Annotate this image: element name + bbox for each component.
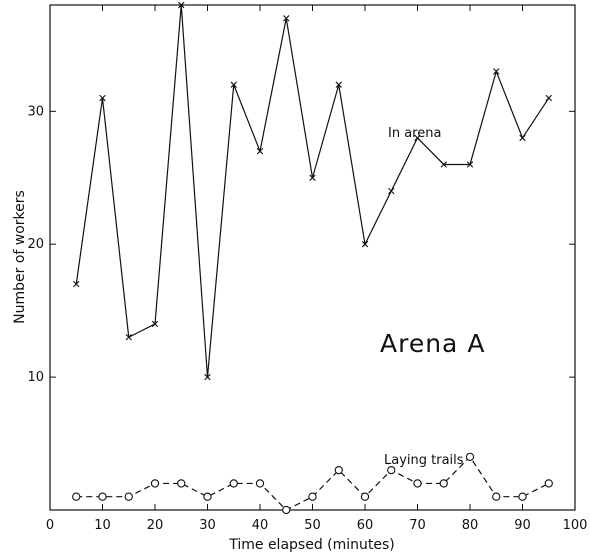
data-point-circle-marker [229, 479, 238, 488]
data-point-circle-marker [308, 492, 317, 501]
data-point-circle-marker [334, 465, 343, 475]
series-line-in-arena [75, 4, 550, 378]
data-point-x-marker [204, 373, 211, 381]
panel-label-annotation: Arena A [380, 329, 485, 358]
data-point-circle-marker [413, 479, 422, 488]
data-point-x-marker [361, 241, 369, 248]
data-point-circle-marker [72, 492, 81, 501]
data-point-x-marker [99, 94, 106, 102]
series-layer [72, 1, 553, 515]
data-point-circle-marker [98, 492, 107, 501]
y-tick-label: 30 [27, 104, 44, 119]
x-tick-label: 50 [304, 518, 321, 533]
data-point-x-marker [309, 174, 316, 181]
data-point-x-marker [414, 134, 421, 142]
data-point-x-marker [388, 187, 395, 195]
x-axis-ticks: 0 10 20 30 40 50 60 70 80 90 100 [46, 5, 588, 533]
data-point-x-marker [230, 81, 237, 88]
y-tick-label: 10 [27, 370, 44, 385]
data-point-x-marker [519, 134, 526, 142]
x-tick-label: 40 [252, 518, 269, 533]
x-tick-label: 100 [563, 518, 588, 533]
y-axis-ticks: 10 20 30 [27, 104, 575, 385]
data-point-x-marker [125, 334, 132, 341]
data-point-circle-marker [360, 492, 370, 501]
series-line-laying-trails [76, 455, 550, 511]
x-tick-label: 30 [199, 518, 216, 533]
data-point-x-marker [545, 94, 552, 102]
x-tick-label: 60 [357, 518, 374, 533]
data-point-circle-marker [177, 479, 186, 488]
data-point-circle-marker [124, 492, 133, 501]
x-tick-label: 0 [46, 518, 54, 533]
data-point-x-marker [256, 147, 264, 155]
data-point-circle-marker [492, 492, 501, 501]
x-tick-label: 70 [409, 518, 426, 533]
data-point-x-marker [151, 320, 159, 328]
in-arena-annotation: In arena [388, 126, 441, 141]
data-point-x-marker [440, 161, 447, 168]
data-point-circle-marker [255, 479, 265, 488]
data-point-x-marker [466, 161, 474, 168]
data-point-circle-marker [282, 505, 291, 515]
x-tick-label: 80 [462, 518, 479, 533]
x-tick-label: 10 [94, 518, 111, 533]
data-point-circle-marker [518, 492, 527, 501]
data-point-circle-marker [203, 492, 212, 501]
y-tick-label: 20 [27, 237, 44, 252]
data-point-x-marker [493, 68, 500, 75]
x-axis-title: Time elapsed (minutes) [228, 537, 395, 553]
plot-frame [49, 4, 576, 511]
data-point-circle-marker [544, 479, 553, 488]
data-point-x-marker [178, 1, 185, 9]
data-point-circle-marker [387, 465, 396, 475]
data-point-circle-marker [439, 479, 448, 488]
x-tick-label: 20 [147, 518, 164, 533]
data-point-circle-marker [465, 452, 475, 461]
x-tick-label: 90 [514, 518, 531, 533]
y-axis-title: Number of workers [12, 190, 28, 324]
data-point-circle-marker [150, 479, 160, 488]
data-point-x-marker [283, 15, 290, 22]
data-point-x-marker [335, 81, 342, 88]
data-point-x-marker [73, 280, 80, 288]
laying-trails-annotation: Laying trails [384, 453, 464, 468]
